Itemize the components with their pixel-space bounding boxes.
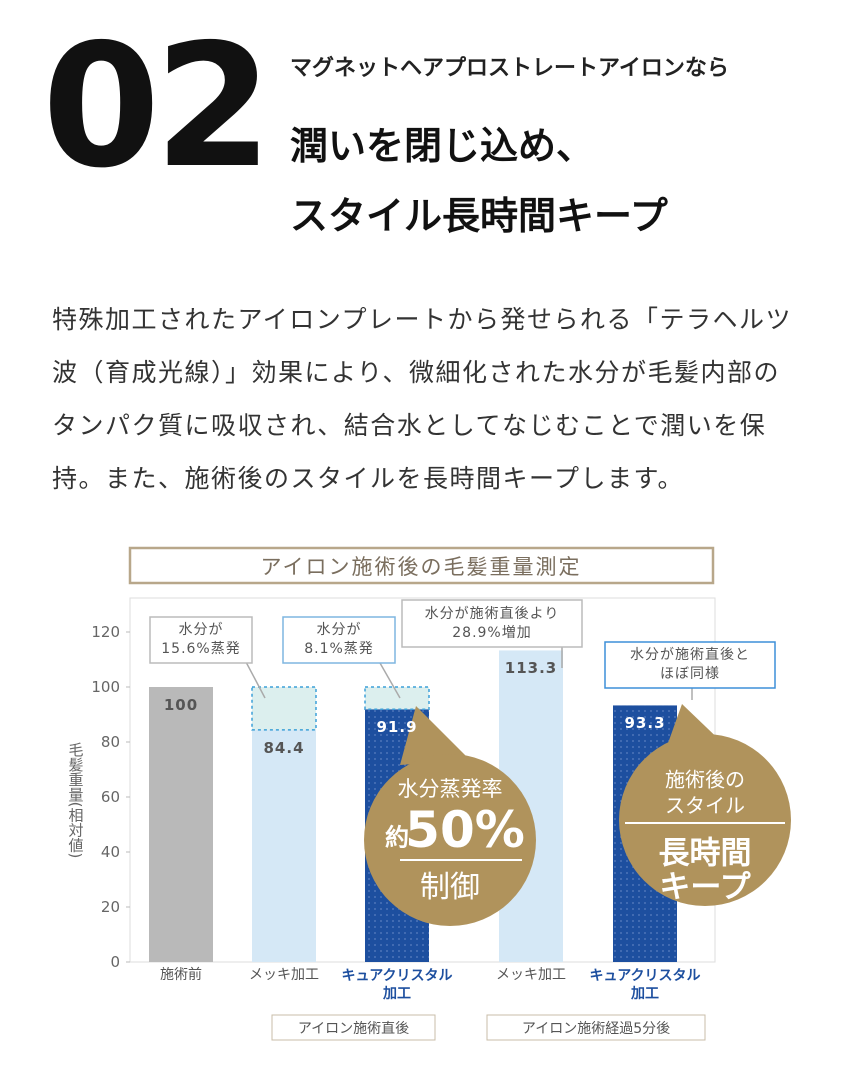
y-tick-label: 100 (91, 678, 120, 696)
badge-text: 約 (385, 823, 409, 852)
heading-line: 潤いを閉じ込め、 (290, 124, 595, 168)
badge-text: 水分蒸発率 (397, 777, 503, 801)
value-label: 113.3 (504, 659, 558, 678)
group-box (271, 1014, 436, 1041)
x-tick-label: キュアクリスタル 加工 (341, 968, 453, 1002)
chart-title: アイロン施術後の毛髪重量測定 (260, 555, 582, 579)
callout-text: 水分が 8.1%蒸発 (304, 622, 374, 657)
y-tick-label: 80 (100, 733, 120, 751)
y-axis-label: 毛髪重量(相対値) (66, 741, 85, 859)
bar (252, 729, 316, 962)
evaporation-box (251, 686, 317, 731)
group-label: アイロン施術経過5分後 (521, 1021, 671, 1037)
callout-leader (245, 661, 266, 699)
callout-text: 水分が施術直後と ほぼ同様 (630, 647, 750, 682)
group-label: アイロン施術直後 (297, 1021, 410, 1037)
badge-text: スタイル (665, 793, 745, 818)
callout-text: 水分が 15.6%蒸発 (161, 622, 241, 657)
bar (149, 687, 213, 962)
value-label: 91.9 (376, 718, 418, 737)
callout-box (401, 599, 583, 648)
section-number: 02 (42, 8, 273, 206)
callout-text: 水分が施術直後より 28.9%増加 (424, 605, 560, 641)
badge-pointer (400, 706, 470, 765)
y-tick-label: 0 (110, 953, 120, 971)
y-tick-label: 20 (100, 898, 120, 916)
group-box (486, 1014, 706, 1041)
x-tick-label: 施術前 (160, 967, 202, 983)
badge (364, 754, 536, 926)
value-label: 84.4 (263, 738, 305, 757)
y-tick-label: 60 (100, 788, 120, 806)
badge-text: 制御 (420, 870, 480, 905)
kicker: マグネットヘアプロストレートアイロンなら (290, 56, 729, 81)
callout-leader (379, 662, 401, 699)
badge-text: 50% (405, 801, 525, 859)
badge-text: 施術後の (665, 767, 745, 792)
callout-box (282, 616, 396, 664)
x-tick-label: キュアクリスタル 加工 (589, 968, 701, 1002)
value-label: 100 (163, 696, 199, 714)
badge-text: 長時間 (658, 835, 752, 872)
value-label: 93.3 (624, 714, 666, 733)
x-tick-label: メッキ加工 (496, 967, 566, 983)
badge (619, 734, 791, 906)
callout-box (149, 616, 253, 664)
y-tick-label: 120 (91, 623, 120, 641)
title-box (128, 546, 715, 585)
body-text: 特殊加工されたアイロンプレートから発せられる「テラヘルツ波（育成光線）」効果によ… (52, 305, 793, 493)
callout-box (604, 641, 776, 689)
badge-text: キープ (659, 869, 751, 906)
heading-line: スタイル長時間キープ (290, 194, 668, 238)
x-tick-label: メッキ加工 (249, 967, 319, 983)
y-tick-label: 40 (100, 843, 120, 861)
evaporation-box (364, 686, 430, 711)
